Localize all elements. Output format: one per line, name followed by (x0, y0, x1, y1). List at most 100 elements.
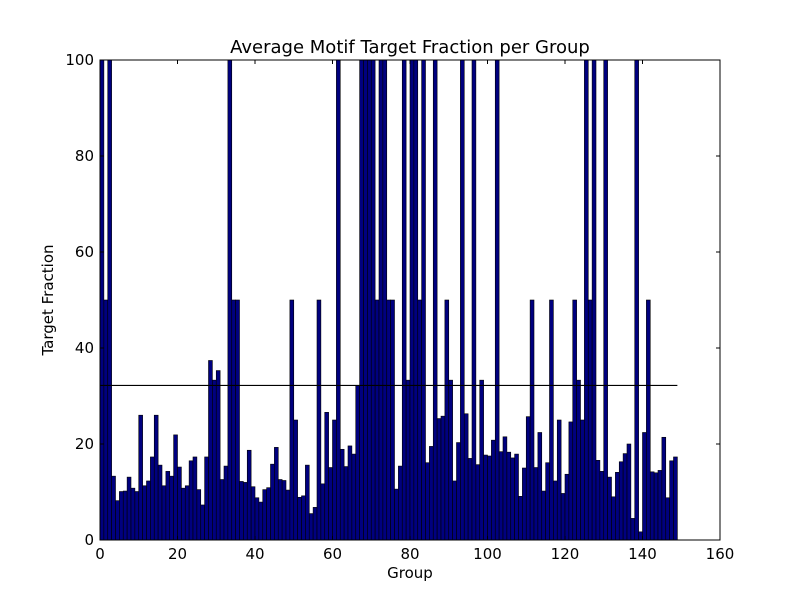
bar (425, 462, 430, 541)
bar (611, 496, 616, 541)
bar (161, 485, 167, 541)
bar (537, 432, 543, 541)
bar (343, 466, 349, 541)
bar (146, 480, 151, 541)
bar (351, 453, 357, 541)
bar (669, 460, 674, 541)
y-tick-label: 60 (75, 243, 94, 261)
bar (188, 460, 194, 541)
x-tick-label: 160 (706, 545, 735, 563)
bar (626, 443, 632, 541)
bar (107, 59, 112, 541)
bar (235, 299, 240, 541)
bar (355, 385, 360, 541)
bar (568, 421, 574, 541)
bar (246, 449, 252, 541)
x-tick-label: 60 (323, 545, 342, 563)
bar (239, 481, 244, 541)
x-tick-label: 100 (473, 545, 502, 563)
bar (549, 299, 554, 541)
bar (618, 461, 624, 541)
x-tick-label: 80 (400, 545, 419, 563)
bar (498, 451, 504, 541)
bar (584, 59, 589, 541)
bar (622, 453, 628, 541)
bar (591, 59, 597, 541)
bar (305, 464, 310, 541)
bar (460, 59, 465, 541)
y-ticks-group: 0 20 40 60 80 100 (65, 51, 720, 549)
y-tick-label: 40 (75, 339, 94, 357)
bar (328, 467, 333, 541)
bar (479, 379, 484, 541)
bar (99, 59, 105, 541)
bar (661, 436, 667, 541)
bar (192, 456, 198, 541)
bar (436, 418, 442, 541)
bar (494, 59, 500, 541)
bar (382, 59, 388, 541)
bar (401, 59, 407, 541)
bar (250, 486, 256, 541)
bar (444, 299, 450, 541)
bar (587, 299, 593, 541)
bar (200, 504, 205, 541)
bar (270, 463, 275, 541)
bar (297, 496, 302, 541)
bar (471, 59, 477, 541)
bar (184, 485, 190, 541)
x-axis-label: Group (387, 564, 433, 582)
bar (510, 457, 515, 541)
bar (370, 59, 376, 541)
bar (285, 489, 291, 541)
bar (634, 59, 639, 541)
bar (231, 299, 236, 541)
bar (219, 479, 225, 541)
bar (599, 471, 605, 541)
bar (572, 299, 577, 541)
bar (293, 419, 298, 541)
bar (173, 434, 178, 541)
x-tick-label: 20 (168, 545, 187, 563)
bar (142, 485, 147, 541)
bar (138, 414, 143, 541)
bar (150, 456, 155, 541)
bar (649, 471, 655, 541)
bar (320, 483, 326, 541)
bar (533, 467, 539, 541)
x-tick-label: 40 (245, 545, 264, 563)
bar (157, 464, 163, 541)
bar (374, 299, 380, 541)
bar (432, 59, 438, 541)
y-axis-label: Target Fraction (39, 244, 57, 356)
bar (339, 448, 345, 541)
bar (130, 487, 136, 541)
bar (405, 379, 411, 541)
bar (545, 462, 550, 541)
bar (630, 518, 636, 541)
bar (332, 419, 337, 541)
bar (266, 487, 271, 541)
bar (525, 416, 531, 541)
y-tick-label: 100 (65, 51, 94, 69)
bar (103, 299, 109, 541)
bar (475, 464, 481, 541)
bar (560, 493, 566, 541)
bar (367, 59, 372, 541)
bar (467, 458, 473, 541)
bar (274, 447, 279, 541)
bar (212, 379, 217, 541)
bar (134, 491, 140, 541)
bar (204, 456, 209, 541)
bar (324, 412, 329, 541)
bar (487, 455, 492, 541)
bar (281, 480, 287, 541)
bar (126, 476, 132, 541)
bar (208, 360, 213, 541)
bar (394, 488, 399, 541)
bar (153, 414, 159, 541)
bar (227, 59, 233, 541)
x-tick-label: 0 (95, 545, 105, 563)
bar (491, 439, 496, 541)
